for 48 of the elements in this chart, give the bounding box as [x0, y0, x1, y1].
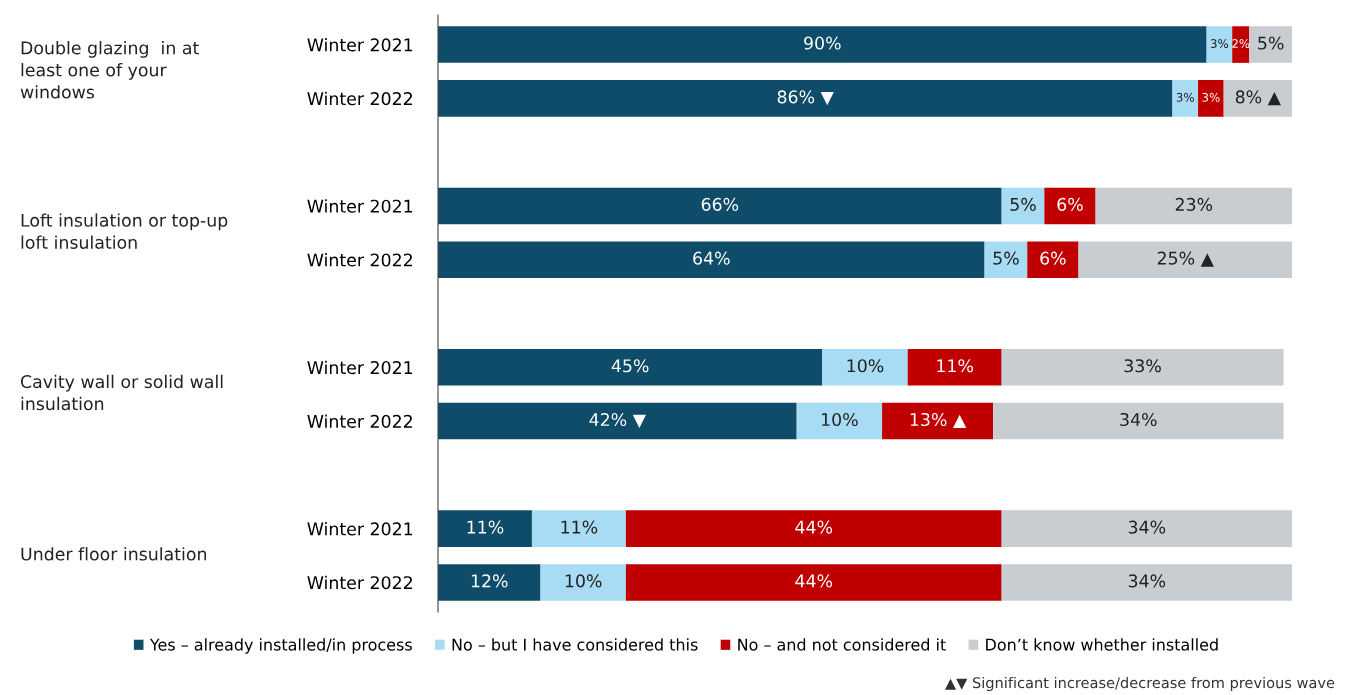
data-label: 23% [1175, 197, 1213, 211]
data-label: 6% [1057, 197, 1083, 211]
data-label: 8% ▲ [1235, 90, 1281, 106]
data-label: 10% [565, 574, 602, 588]
data-label: 44% [795, 574, 833, 588]
data-label: 34% [1120, 412, 1157, 427]
data-label: 10% [847, 359, 884, 373]
data-label: 12% [471, 574, 508, 588]
text: Loft insulation or top-up loft insulation [21, 213, 228, 249]
data-label: 33% [1124, 359, 1161, 373]
data-label: 5% [1258, 36, 1284, 50]
data-label: 34% [1128, 520, 1166, 534]
y-tick-label: Winter 2021 [307, 199, 413, 213]
data-label: 6% [1040, 251, 1066, 265]
data-label: 11% [561, 520, 598, 534]
data-label: 11% [937, 359, 974, 373]
data-label: 3% [1210, 39, 1229, 49]
data-label: 3% [1202, 92, 1220, 102]
data-label: 13% ▲ [910, 412, 967, 428]
legend-label: No – but I have considered this [452, 638, 698, 651]
data-label: 5% [1010, 197, 1036, 211]
y-tick-label: Winter 2021 [307, 360, 413, 375]
data-label: 44% [795, 520, 833, 534]
data-label: 11% [467, 520, 504, 534]
text: ▲▼ Significant increase/decrease from previous wave [944, 676, 1335, 692]
data-label: 34% [1128, 574, 1166, 588]
data-label: 86% ▼ [777, 90, 834, 106]
y-tick-label: Winter 2021 [307, 522, 413, 536]
y-tick-label: Winter 2022 [307, 253, 412, 267]
legend-label: No – and not considered it [738, 638, 946, 651]
data-label: 64% [693, 251, 730, 265]
data-label: 66% [701, 197, 739, 211]
y-tick-label: Winter 2022 [307, 575, 412, 590]
data-label: 45% [611, 359, 649, 373]
text: Cavity wall or solid wall insulation [20, 374, 223, 411]
legend-label: Yes – already installed/in process [149, 638, 412, 654]
data-label: 5% [993, 251, 1019, 265]
data-label: 90% [804, 36, 841, 50]
data-label: 3% [1176, 92, 1194, 102]
text: Double glazing in at least one of your windows [20, 40, 199, 99]
data-label: 42% ▼ [589, 412, 647, 428]
y-tick-label: Winter 2021 [307, 37, 413, 52]
text: Under floor insulation [21, 547, 207, 561]
y-tick-label: Winter 2022 [307, 91, 412, 106]
y-tick-label: Winter 2022 [307, 414, 412, 428]
legend-label: Don’t know whether installed [986, 638, 1218, 651]
data-label: 25% ▲ [1157, 251, 1214, 267]
data-label: 10% [821, 412, 858, 427]
